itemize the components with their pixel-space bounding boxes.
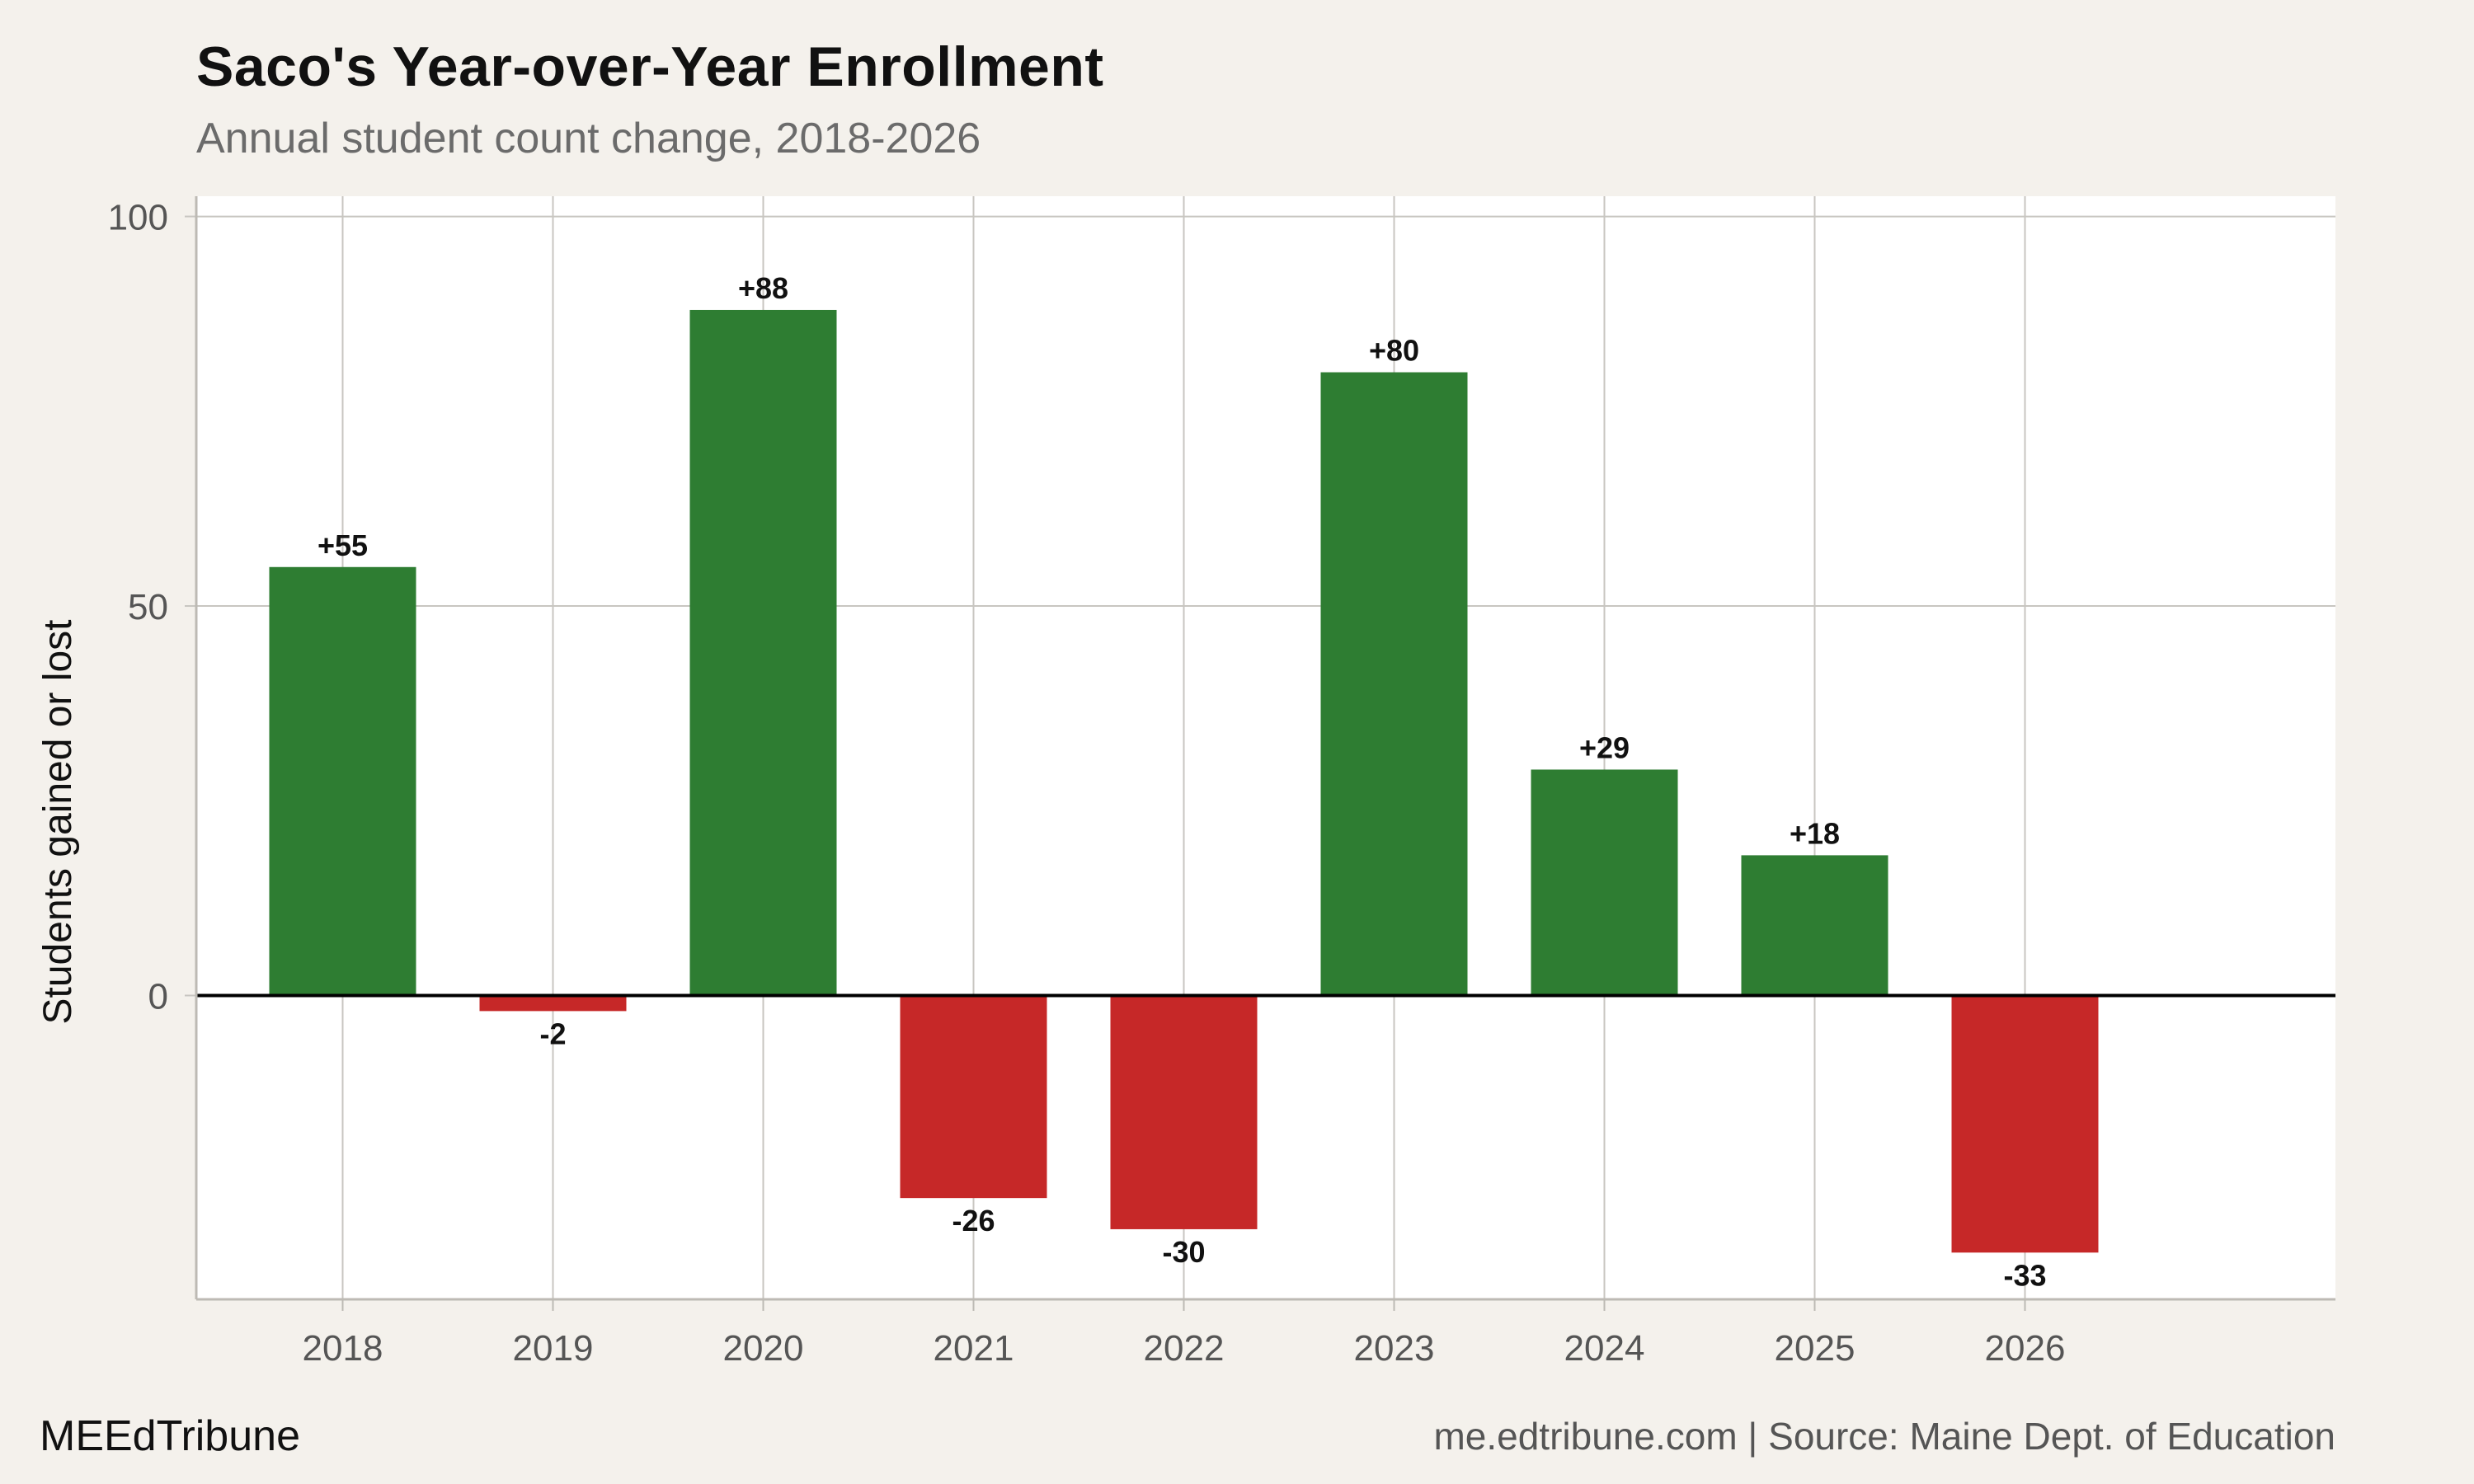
y-tick-label: 50 [128,587,168,627]
data-label-2018: +55 [317,528,368,562]
x-tick-label-2021: 2021 [934,1328,1014,1369]
source-credit: me.edtribune.com | Source: Maine Dept. o… [1433,1415,2335,1458]
x-tick-label-2024: 2024 [1564,1328,1645,1369]
bar-2022 [1110,995,1258,1229]
data-label-2025: +18 [1790,816,1840,850]
data-label-2019: -2 [539,1017,566,1050]
chart-subtitle: Annual student count change, 2018-2026 [196,115,981,162]
x-tick-label-2025: 2025 [1775,1328,1856,1369]
x-tick-label-2020: 2020 [723,1328,804,1369]
data-label-2020: +88 [738,271,788,305]
data-label-2024: +29 [1579,730,1630,764]
brand-name: MEEdTribune [40,1412,300,1460]
bar-2025 [1741,855,1888,996]
data-label-2022: -30 [1162,1235,1205,1269]
data-label-2026: -33 [2003,1258,2046,1292]
x-tick-label-2023: 2023 [1354,1328,1435,1369]
y-axis-title: Students gained or lost [36,620,80,1025]
bar-2020 [689,309,837,996]
y-tick-label: 100 [108,198,168,238]
bar-2021 [900,995,1047,1199]
y-tick-label: 0 [148,976,168,1017]
x-tick-label-2026: 2026 [1985,1328,2066,1369]
bar-2024 [1531,769,1678,996]
bar-2023 [1320,372,1468,996]
x-tick-label-2022: 2022 [1144,1328,1225,1369]
x-tick-label-2019: 2019 [513,1328,594,1369]
chart-title: Saco's Year-over-Year Enrollment [196,35,1104,98]
data-label-2023: +80 [1369,334,1419,368]
bar-2019 [479,995,627,1012]
bar-2026 [1951,995,2099,1253]
x-tick-label-2018: 2018 [303,1328,383,1369]
bar-2018 [269,566,416,996]
data-label-2021: -26 [952,1204,995,1237]
